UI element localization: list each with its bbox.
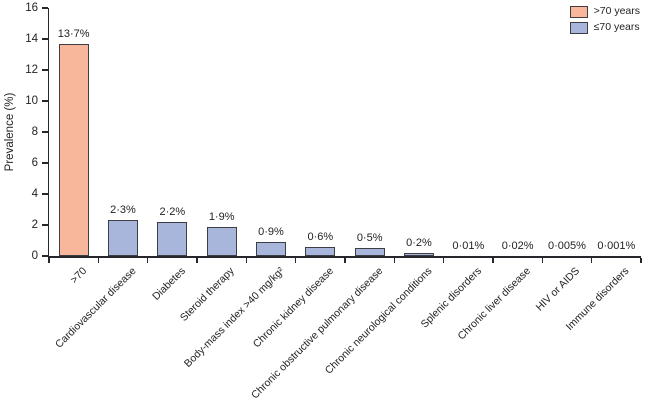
y-tick (42, 38, 48, 40)
bar-chronic-kidney-disease (305, 246, 336, 256)
y-tick-label: 8 (31, 126, 38, 138)
y-tick-label: 4 (31, 188, 38, 200)
x-tick (442, 257, 445, 263)
bar-cardiovascular-disease (108, 220, 138, 256)
x-tick (97, 257, 100, 263)
bar-value-label: 0·2% (406, 236, 432, 249)
y-tick-label: 14 (25, 33, 38, 45)
bar-value-label: 0·02% (501, 239, 534, 252)
y-tick (42, 162, 48, 164)
x-tick (48, 257, 50, 263)
y-tick (42, 255, 48, 257)
legend-label-under-70: ≤70 years (593, 21, 640, 33)
y-axis-line (47, 8, 49, 258)
x-category-label: >70 (68, 265, 90, 287)
bar-value-label: 1·9% (208, 210, 235, 223)
bar-value-label: 0·9% (258, 226, 284, 239)
bar-chronic-obstructive-pulmonary-disease (354, 248, 385, 256)
x-tick (590, 257, 593, 263)
x-category-label: Diabetes (150, 265, 188, 303)
legend: >70 years ≤70 years (569, 5, 640, 37)
bar-value-label: 0·005% (548, 239, 586, 252)
x-tick (245, 257, 248, 263)
bar-body-mass-index-40-mg-kg (256, 242, 286, 256)
bar-steroid-therapy (206, 226, 237, 256)
bar-diabetes (157, 221, 188, 256)
bar-value-label: 13·7% (57, 27, 90, 40)
y-tick-label: 10 (25, 95, 38, 107)
x-tick (196, 257, 198, 263)
x-category-label: HIV or AIDS (533, 265, 583, 314)
y-tick-label: 12 (25, 64, 38, 76)
bar-value-label: 2·3% (110, 204, 136, 217)
bar-value-label: 0·001% (597, 239, 636, 252)
bar-value-label: 0·6% (307, 230, 334, 243)
y-tick (42, 7, 48, 9)
y-tick (42, 131, 48, 133)
y-tick-label: 2 (31, 219, 38, 231)
x-tick (344, 257, 346, 263)
y-tick-label: 0 (31, 250, 38, 262)
x-tick (640, 257, 642, 263)
x-category-label: Chronic kidney disease (250, 265, 336, 351)
x-category-label: Body-mass index >40 mg/kg² (181, 265, 287, 370)
legend-item-over-70: >70 years (569, 5, 640, 18)
y-tick-label: 6 (31, 157, 38, 169)
y-tick (42, 69, 48, 71)
x-category-label: Cardiovascular disease (52, 265, 139, 351)
x-tick (541, 257, 544, 263)
bar-chronic-neurological-conditions (404, 252, 434, 256)
x-tick (393, 257, 396, 263)
legend-item-under-70: ≤70 years (569, 21, 640, 34)
y-tick (42, 193, 48, 195)
bar-70 (58, 43, 89, 256)
bar-value-label: 0·5% (356, 232, 383, 245)
y-tick-label: 16 (25, 2, 38, 14)
x-tick (146, 257, 149, 263)
x-tick (294, 257, 297, 263)
legend-label-over-70: >70 years (593, 5, 640, 17)
legend-swatch-under-70 (569, 21, 588, 34)
y-tick (42, 224, 48, 226)
x-tick (492, 257, 494, 263)
bar-value-label: 0·01% (452, 239, 485, 252)
bar-value-label: 2·2% (159, 205, 186, 218)
x-axis-line (47, 256, 641, 258)
y-tick (42, 100, 48, 102)
legend-swatch-over-70 (569, 5, 588, 18)
